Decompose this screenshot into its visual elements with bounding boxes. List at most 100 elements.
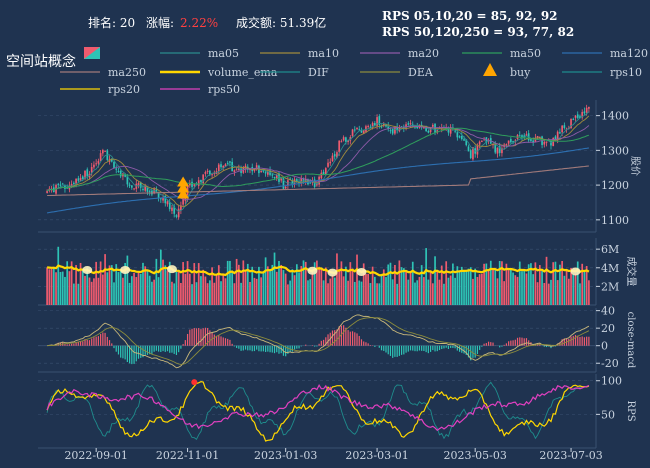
candle-body	[392, 129, 394, 133]
macd-bar	[183, 344, 184, 346]
candle-body	[98, 161, 100, 164]
macd-bar	[107, 337, 108, 346]
macd-bar	[160, 346, 161, 352]
volume-bar	[378, 283, 380, 305]
macd-bar	[397, 346, 398, 357]
macd-bar	[113, 346, 114, 348]
candle-body	[354, 129, 356, 130]
candle-body	[358, 129, 360, 130]
macd-bar	[365, 342, 366, 345]
macd-bar	[388, 346, 389, 355]
macd-bar	[247, 346, 248, 351]
macd-bar	[234, 346, 235, 347]
macd-tick-label: -20	[601, 357, 619, 370]
macd-bar	[191, 329, 192, 346]
price-tick-label: 1200	[601, 179, 629, 192]
volume-bar	[557, 280, 559, 305]
candle-body	[463, 139, 465, 141]
volume-bar	[416, 280, 418, 305]
legend-label-ma10: ma10	[308, 47, 339, 60]
candle-body	[100, 153, 102, 161]
macd-bar	[171, 346, 172, 353]
macd-bar	[93, 337, 94, 345]
macd-bar	[501, 346, 502, 347]
candle-body	[390, 130, 392, 131]
rps50-line	[47, 385, 589, 430]
candle-body	[410, 123, 412, 124]
volume-bar	[151, 282, 153, 305]
legend-label-ma120: ma120	[610, 47, 648, 60]
macd-bar	[475, 346, 476, 358]
candle-body	[508, 141, 510, 144]
macd-bar	[256, 346, 257, 350]
date-tick-label: 2023-05-03	[443, 449, 506, 462]
volume-bar	[113, 282, 115, 305]
volume-bar	[227, 261, 229, 305]
macd-bar	[229, 340, 230, 346]
macd-bar	[421, 346, 422, 351]
macd-bar	[506, 343, 507, 345]
macd-bar	[82, 341, 83, 345]
volume-bar	[338, 269, 340, 305]
volume-bar	[461, 267, 463, 305]
candle-body	[338, 141, 340, 152]
macd-bar	[450, 346, 451, 348]
volume-bar	[459, 270, 461, 305]
macd-bar	[125, 346, 126, 360]
macd-bar	[200, 329, 201, 346]
macd-bar	[225, 338, 226, 345]
volume-bar	[135, 277, 137, 305]
volume-bar	[421, 265, 423, 305]
macd-bar	[147, 346, 148, 355]
candle-body	[231, 162, 233, 171]
volume-bar	[436, 272, 438, 305]
rps-line-1: RPS 05,10,20 = 85, 92, 92	[382, 9, 558, 23]
volume-bar	[173, 283, 175, 305]
volume-bar	[298, 272, 300, 305]
candle-body	[584, 111, 586, 113]
macd-bar	[452, 346, 453, 348]
volume-bar	[122, 278, 124, 305]
price-tick-label: 1300	[601, 144, 629, 157]
volume-bar	[399, 260, 401, 305]
macd-bar	[586, 337, 587, 346]
macd-bar	[347, 330, 348, 346]
candle-body	[506, 144, 508, 145]
candle-body	[236, 169, 238, 170]
volume-bar	[354, 282, 356, 305]
macd-bar	[294, 346, 295, 350]
volume-bar	[503, 281, 505, 305]
macd-bar	[488, 342, 489, 346]
volume-bar	[316, 261, 318, 305]
volume-bar	[381, 275, 383, 305]
macd-bar	[187, 334, 188, 346]
candle-body	[133, 188, 135, 189]
volume-bar	[147, 270, 149, 305]
volume-bar	[387, 264, 389, 305]
candle-body	[381, 126, 383, 127]
volume-bar	[499, 261, 501, 305]
candle-body	[120, 171, 122, 176]
volume-bar	[225, 278, 227, 305]
volume-bar	[269, 270, 271, 305]
macd-bar	[178, 346, 179, 352]
macd-bar	[223, 337, 224, 345]
macd-bar	[508, 341, 509, 345]
macd-bar	[116, 346, 117, 352]
macd-bar	[504, 345, 505, 346]
volume-bar	[138, 272, 140, 305]
legend-label-ma05: ma05	[208, 47, 239, 60]
candle-body	[200, 180, 202, 182]
volume-bar	[142, 263, 144, 305]
candle-body	[211, 174, 213, 175]
macd-bar	[359, 336, 360, 346]
macd-bar	[481, 346, 482, 347]
macd-bar	[408, 346, 409, 352]
volume-bar	[104, 254, 106, 305]
macd-bar	[432, 346, 433, 350]
volume-bar	[537, 282, 539, 305]
volume-bar	[100, 261, 102, 305]
macd-bar	[189, 330, 190, 346]
macd-bar	[515, 340, 516, 346]
volume-bar	[497, 278, 499, 305]
